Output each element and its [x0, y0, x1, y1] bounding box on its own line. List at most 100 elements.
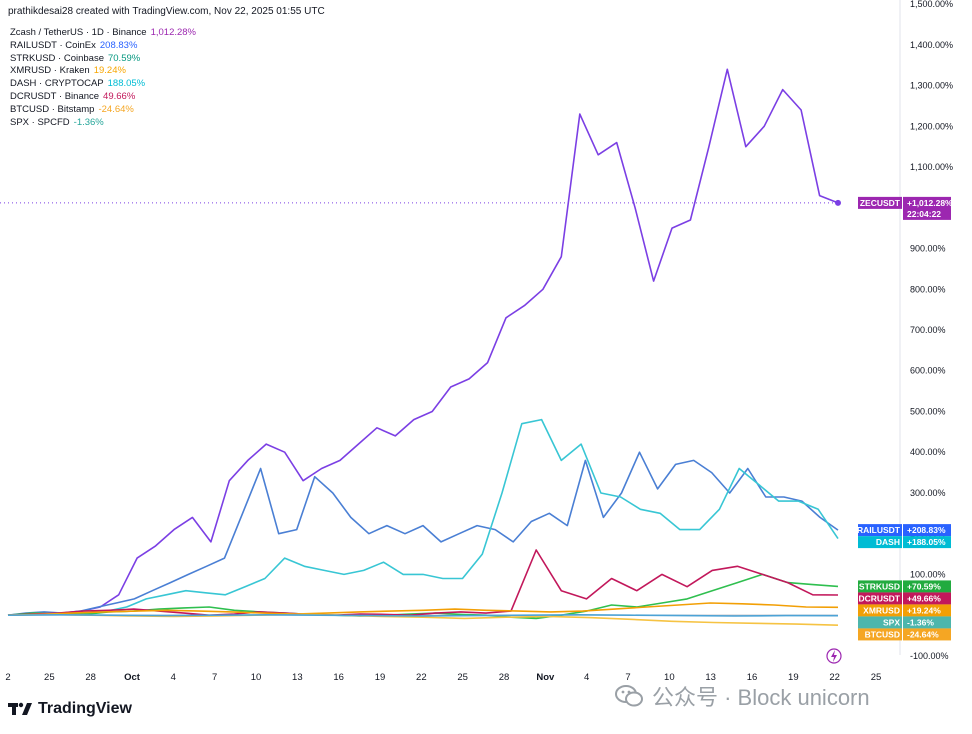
tag-time: 22:04:22 — [907, 209, 941, 219]
legend-row[interactable]: XMRUSD · Kraken 19.24% — [10, 65, 196, 78]
series-line-dash — [7, 418, 839, 616]
y-tick-label: 300.00% — [910, 488, 946, 498]
legend-label: XMRUSD · Kraken — [10, 65, 90, 77]
x-tick-label: 16 — [747, 672, 758, 683]
y-tick-label: 900.00% — [910, 244, 946, 254]
legend-row[interactable]: Zcash / TetherUS · 1D · Binance 1,012.28% — [10, 27, 196, 40]
y-tick-label: 700.00% — [910, 325, 946, 335]
y-tick-label: 100.00% — [910, 569, 946, 579]
x-tick-label: 4 — [171, 672, 176, 683]
y-tick-label: 1,100.00% — [910, 162, 953, 172]
series-line-spx — [7, 614, 839, 617]
y-tick-label: 400.00% — [910, 447, 946, 457]
x-tick-label: 13 — [705, 672, 716, 683]
x-tick-label: 16 — [333, 672, 344, 683]
tag-value-bg — [903, 524, 951, 537]
x-tick-label: 25 — [457, 672, 468, 683]
legend-row[interactable]: DASH · CRYPTOCAP 188.05% — [10, 78, 196, 91]
tag-name-bg — [858, 592, 902, 605]
x-tick-label: Oct — [124, 672, 141, 683]
x-tick-label: 25 — [44, 672, 55, 683]
brand-name: TradingView — [38, 700, 132, 717]
tag-value-bg — [903, 536, 951, 549]
tag-name: RAILUSDT — [857, 525, 901, 535]
x-tick-label: 10 — [664, 672, 675, 683]
tag-value: +188.05% — [907, 537, 946, 547]
legend-value: 70.59% — [107, 52, 141, 64]
tag-name-bg — [858, 616, 902, 629]
last-value-tag-strkusd: STRKUSD +70.59% — [858, 580, 951, 593]
lightning-icon-ring — [826, 648, 842, 664]
legend-value: 188.05% — [107, 78, 146, 90]
x-tick-label: 19 — [375, 672, 386, 683]
tradingview-brand[interactable]: TradingView — [8, 700, 132, 718]
tag-name: SPX — [883, 617, 900, 627]
tag-name-bg — [858, 536, 902, 549]
tag-value-bg — [903, 616, 951, 629]
tag-value-bg — [903, 580, 951, 593]
tag-name-bg — [858, 580, 902, 593]
tag-name: STRKUSD — [859, 581, 900, 591]
x-tick-label: 2 — [5, 672, 10, 683]
legend-row[interactable]: DCRUSDT · Binance 49.66% — [10, 91, 196, 104]
legend-value: -1.36% — [73, 116, 104, 128]
legend-label: SPX · SPCFD — [10, 116, 70, 128]
x-tick-label: 13 — [292, 672, 303, 683]
series-line-xmrusd — [7, 602, 839, 616]
legend-label: DCRUSDT · Binance — [10, 90, 100, 102]
tag-name-bg — [858, 604, 902, 617]
watermark: 公众号 · Block unicorn — [614, 680, 870, 712]
x-tick-label: 28 — [85, 672, 96, 683]
series-line-railusdt — [7, 451, 839, 616]
legend-row[interactable]: RAILUSDT · CoinEx 208.83% — [10, 40, 196, 53]
y-tick-label: 600.00% — [910, 366, 946, 376]
last-value-tag-xmrusd: XMRUSD +19.24% — [858, 604, 951, 617]
tag-name: DASH — [876, 537, 900, 547]
legend: Zcash / TetherUS · 1D · Binance 1,012.28%… — [10, 27, 196, 129]
x-tick-label: 28 — [499, 672, 510, 683]
legend-row[interactable]: STRKUSD · Coinbase 70.59% — [10, 53, 196, 66]
tradingview-logo-icon — [8, 702, 32, 715]
last-value-tag-btcusd: BTCUSD -24.64% — [858, 628, 951, 641]
x-tick-label: 19 — [788, 672, 799, 683]
y-tick-label: 1,200.00% — [910, 121, 953, 131]
tag-name: DCRUSDT — [858, 593, 900, 603]
lightning-icon[interactable] — [826, 648, 842, 664]
tag-name: BTCUSD — [865, 629, 900, 639]
legend-label: STRKUSD · Coinbase — [10, 52, 104, 64]
tag-value-bg — [903, 196, 951, 220]
legend-value: 49.66% — [103, 90, 136, 102]
tag-name-bg — [858, 628, 902, 641]
x-tick-label: 7 — [625, 672, 630, 683]
x-tick-label: 25 — [871, 672, 882, 683]
tag-value: +19.24% — [907, 605, 941, 615]
x-tick-label: 7 — [212, 672, 217, 683]
tag-value: +208.83% — [907, 525, 946, 535]
y-tick-label: 800.00% — [910, 284, 946, 294]
wechat-icon — [615, 685, 643, 707]
series-line-zecusdt — [7, 68, 839, 616]
tag-value: -1.36% — [907, 617, 934, 627]
x-tick-label: 10 — [251, 672, 262, 683]
tag-value-bg — [903, 604, 951, 617]
legend-row[interactable]: BTCUSD · Bitstamp -24.64% — [10, 104, 196, 117]
tag-value: +1,012.28% — [907, 198, 953, 208]
legend-label: BTCUSD · Bitstamp — [10, 103, 95, 115]
tag-value-bg — [903, 628, 951, 641]
legend-value: 1,012.28% — [150, 27, 197, 38]
legend-label: RAILUSDT · CoinEx — [10, 39, 96, 51]
last-value-tag-dash: DASH +188.05% — [858, 536, 951, 549]
tag-value: +70.59% — [907, 581, 941, 591]
x-tick-label: 4 — [584, 672, 589, 683]
y-tick-label: -100.00% — [910, 651, 949, 661]
last-value-tag-dcrusdt: DCRUSDT +49.66% — [858, 592, 951, 605]
legend-label: Zcash / TetherUS · 1D · Binance — [10, 27, 147, 38]
legend-row[interactable]: SPX · SPCFD -1.36% — [10, 117, 196, 130]
tag-value: -24.64% — [907, 629, 939, 639]
tag-value-bg — [903, 592, 951, 605]
x-tick-label: 22 — [416, 672, 427, 683]
y-tick-label: 500.00% — [910, 406, 946, 416]
y-tick-label: 1,400.00% — [910, 40, 953, 50]
